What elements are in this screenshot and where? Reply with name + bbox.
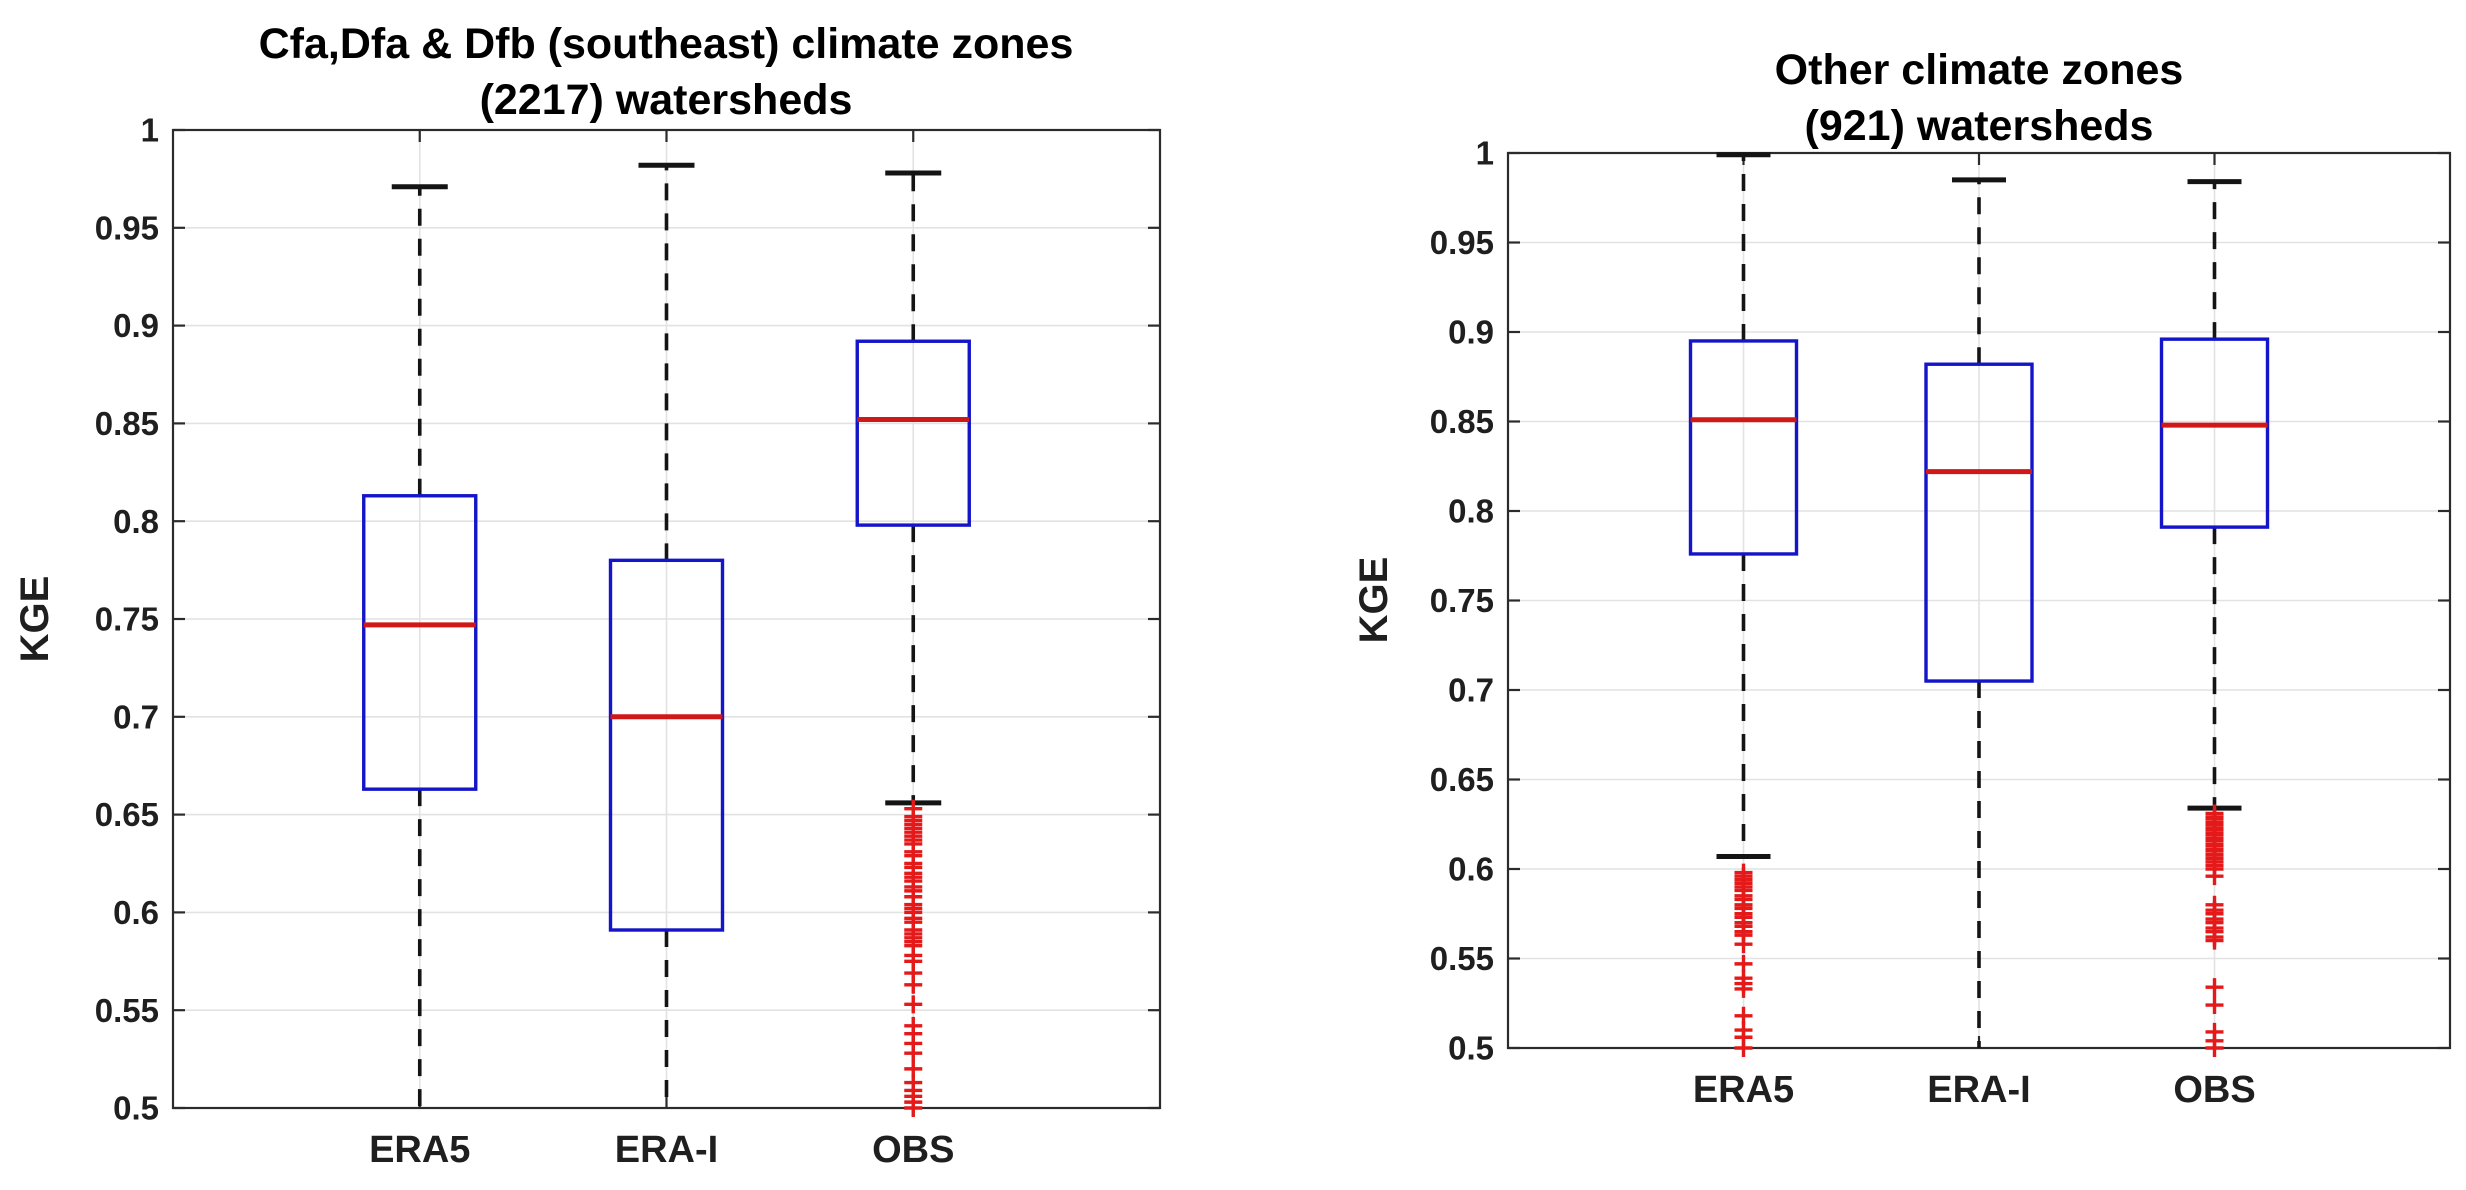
outlier-marker xyxy=(2205,931,2224,950)
outlier-marker xyxy=(904,1099,923,1117)
boxplot-panel-other: Other climate zones (921) watersheds KGE… xyxy=(1352,46,2452,1111)
outlier-marker xyxy=(1734,935,1753,954)
y-tick-label: 0.6 xyxy=(1448,851,1494,888)
y-tick-label: 0.8 xyxy=(1448,493,1494,530)
outlier-marker xyxy=(2205,978,2224,997)
iqr-box xyxy=(2159,337,2270,529)
y-tick-label: 0.7 xyxy=(113,698,159,735)
y-tick-label: 0.9 xyxy=(113,307,159,344)
outlier-marker xyxy=(1734,979,1753,998)
iqr-box xyxy=(1688,339,1799,556)
y-tick-label: 0.65 xyxy=(95,796,159,833)
y-tick-label: 0.5 xyxy=(1448,1030,1494,1067)
y-tick-label: 0.75 xyxy=(1430,582,1494,619)
y-tick-label: 0.6 xyxy=(113,894,159,931)
y-tick-label: 1 xyxy=(1476,135,1494,172)
left-panel-y-axis-label: KGE xyxy=(13,576,57,663)
y-tick-label: 0.55 xyxy=(95,992,159,1029)
outlier-marker xyxy=(1734,1039,1753,1057)
outlier-marker xyxy=(2205,996,2224,1015)
y-tick-label: 0.5 xyxy=(113,1090,159,1127)
right-panel-title-line-2: (921) watersheds xyxy=(1805,102,2154,150)
box-series-obs xyxy=(2159,179,2270,1057)
right-panel-y-axis-label: KGE xyxy=(1352,557,1396,644)
box-series-era-i xyxy=(1924,177,2034,1048)
x-category-label: ERA-I xyxy=(615,1129,718,1171)
y-tick-label: 0.9 xyxy=(1448,314,1494,351)
y-tick-label: 0.65 xyxy=(1430,761,1494,798)
y-tick-label: 0.8 xyxy=(113,503,159,540)
outlier-marker xyxy=(904,1044,923,1063)
right-panel-plot-area: 1 0.95 0.9 0.85 0.8 0.75 0.7 0.65 0.6 0.55 0.5 ERA5… xyxy=(1430,135,2452,1111)
left-panel-plot-area: 1 0.95 0.9 0.85 0.8 0.75 0.7 0.65 0.6 0.55 0.5 ERA5… xyxy=(95,112,1162,1171)
box-series-era-i xyxy=(608,162,725,1108)
right-panel-title-line-1: Other climate zones xyxy=(1775,46,2184,94)
iqr-box xyxy=(855,339,971,527)
outlier-marker xyxy=(904,995,923,1014)
outlier-marker xyxy=(2205,867,2224,886)
x-category-label: OBS xyxy=(872,1129,954,1171)
outlier-marker xyxy=(904,975,923,994)
y-tick-label: 0.55 xyxy=(1430,940,1494,977)
box-series-era5 xyxy=(1688,152,1799,1057)
iqr-box xyxy=(362,494,478,791)
x-category-label: ERA5 xyxy=(369,1129,470,1171)
x-category-label: OBS xyxy=(2173,1069,2255,1111)
x-category-label: ERA5 xyxy=(1693,1069,1794,1111)
outlier-marker xyxy=(2205,1039,2224,1057)
y-tick-label: 0.95 xyxy=(1430,224,1494,261)
left-panel-title-line-2: (2217) watersheds xyxy=(480,76,853,124)
x-category-label: ERA-I xyxy=(1927,1069,2030,1111)
iqr-box xyxy=(1924,362,2034,683)
box-series-obs xyxy=(855,170,971,1117)
y-tick-label: 1 xyxy=(141,112,159,149)
box-series-era5 xyxy=(362,184,478,1108)
y-tick-label: 0.7 xyxy=(1448,672,1494,709)
y-tick-label: 0.95 xyxy=(95,209,159,246)
boxplot-panel-southeast: Cfa,Dfa & Dfb (southeast) climate zones … xyxy=(13,20,1162,1171)
y-tick-label: 0.85 xyxy=(95,405,159,442)
y-tick-label: 0.75 xyxy=(95,601,159,638)
iqr-box xyxy=(608,558,725,932)
y-tick-label: 0.85 xyxy=(1430,403,1494,440)
left-panel-title-line-1: Cfa,Dfa & Dfb (southeast) climate zones xyxy=(259,20,1074,68)
